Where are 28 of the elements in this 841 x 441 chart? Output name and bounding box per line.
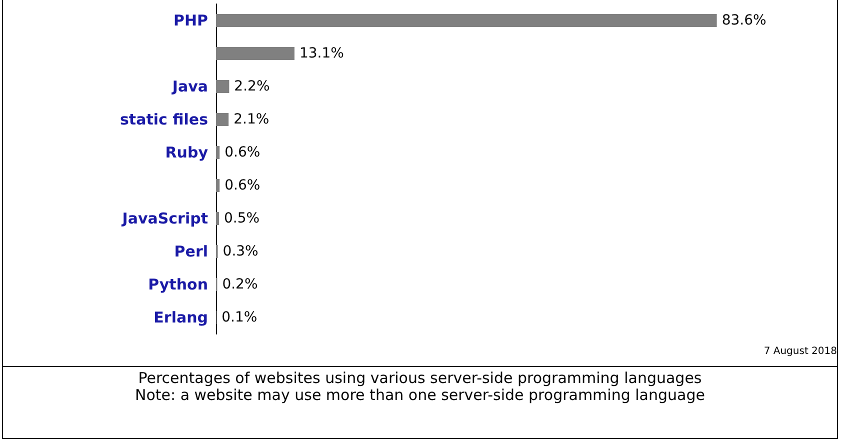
- data-label: 0.3%: [222, 244, 258, 260]
- text: 7 August 2018: [764, 346, 837, 357]
- bar: [216, 47, 294, 60]
- data-label: 83.6%: [722, 12, 766, 28]
- y-tick-label: JavaScript: [121, 210, 208, 228]
- bar: [216, 146, 220, 159]
- data-label: 0.2%: [222, 276, 258, 292]
- y-tick-label: static files: [120, 110, 208, 128]
- bar: [216, 14, 717, 27]
- y-tick-label: Perl: [174, 242, 208, 260]
- text: Percentages of websites using various server-side programming languages: [137, 369, 703, 387]
- data-label: 13.1%: [299, 46, 344, 62]
- y-tick-label: PHP: [173, 12, 208, 30]
- text: Note: a website may use more than one server-side programming language: [134, 386, 706, 404]
- data-label: 0.5%: [224, 210, 260, 226]
- bar: [216, 113, 229, 126]
- data-label: 0.6%: [224, 144, 260, 160]
- bar: [216, 179, 220, 192]
- data-label: 0.6%: [224, 178, 260, 194]
- data-label: 2.2%: [234, 78, 270, 94]
- y-tick-label: Java: [171, 78, 208, 96]
- y-tick-label: Python: [148, 276, 208, 294]
- y-tick-label: Erlang: [154, 308, 208, 326]
- data-label: 0.1%: [222, 310, 258, 326]
- y-tick-label: Ruby: [165, 144, 208, 162]
- data-label: 2.1%: [234, 112, 270, 128]
- bar: [216, 80, 230, 93]
- bar: [216, 212, 219, 225]
